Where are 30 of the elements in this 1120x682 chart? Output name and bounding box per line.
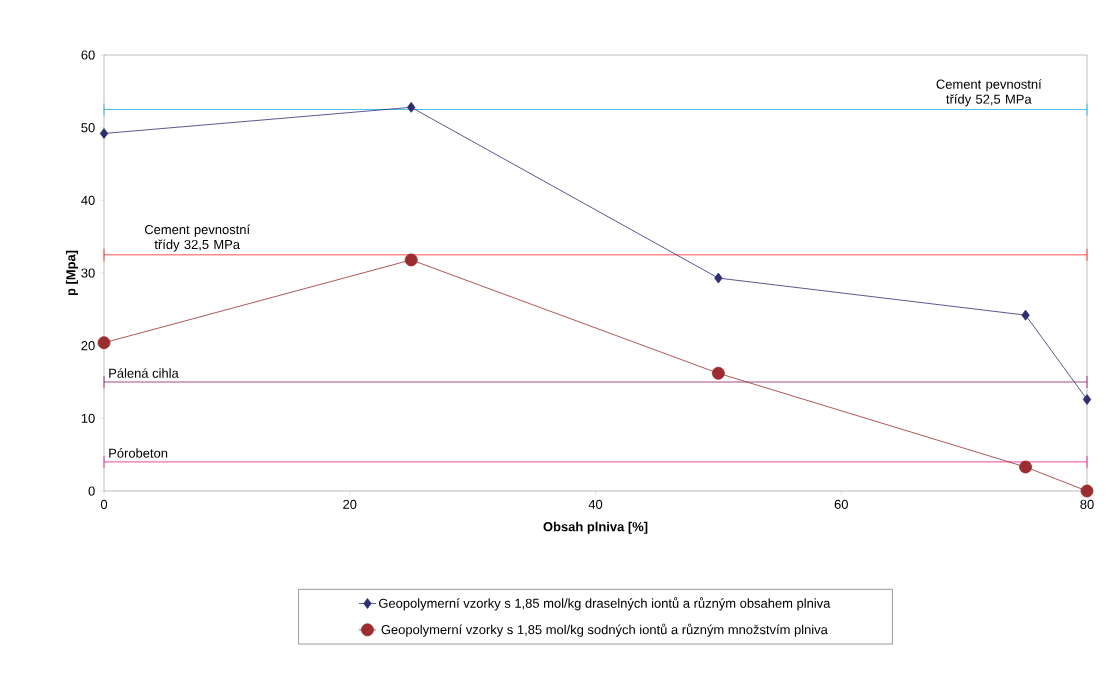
x-tick-label: 40 [588,499,603,509]
point [97,336,111,350]
point [1021,309,1030,321]
point [714,272,723,284]
x-tick-label: 0 [100,499,108,509]
y-tick-label: 10 [81,413,95,423]
y-tick-label: 50 [81,123,95,133]
legend-label: Geopolymerní vzorky s 1,85 mol/kg draselných iontů a různým obsahem plniva [379,597,831,611]
x-axis-title: Obsah plniva [%] [543,521,648,534]
point [1019,460,1032,474]
x-tick-label: 60 [834,499,848,509]
ref-line-label: Cement pevnostní třídy 32,5 MPa [144,224,251,252]
point [1082,394,1092,405]
ref-line-label: Cement pevnostní třídy 52,5 MPa [936,79,1042,107]
ref-line-label: Pálená cihla [109,368,179,378]
point [99,128,109,139]
legend-label: Geopolymerní vzorky s 1,85 mol/kg sodných iontů a různým množstvím plniva [381,623,828,637]
ref-line-label: Pórobeton [109,448,168,458]
y-tick-label: 20 [81,341,95,351]
y-tick-label: 0 [88,486,95,496]
y-axis-title: p [Mpa] [65,250,78,296]
point [407,101,416,113]
y-tick-label: 40 [81,195,95,205]
point [404,253,418,267]
y-tick-label: 60 [81,50,95,60]
y-tick-label: 30 [81,268,95,278]
point [711,366,725,380]
point [1080,484,1094,498]
x-tick-label: 80 [1080,499,1094,509]
x-tick-label: 20 [343,499,357,509]
